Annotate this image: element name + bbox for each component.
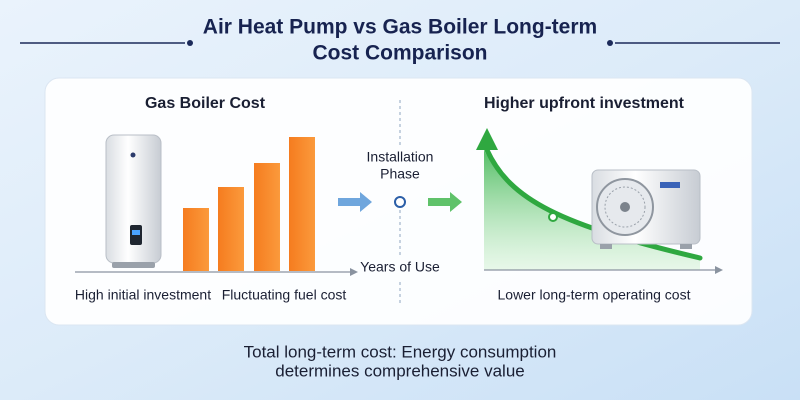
boiler-illustration (105, 134, 162, 268)
footer: determines comprehensive value (275, 361, 524, 380)
phase-label: Phase (380, 166, 420, 182)
phase-label: Installation (367, 149, 434, 165)
curve-marker (548, 212, 558, 222)
flow-arrow (428, 192, 462, 212)
cost-bar (183, 208, 209, 271)
cost-bar (289, 137, 315, 271)
footer: Total long-term cost: Energy consumption (244, 342, 557, 361)
cost-curve (484, 147, 703, 261)
cost-bar (218, 187, 244, 271)
axis-label: Years of Use (360, 259, 440, 275)
heat-pump-illustration (591, 169, 701, 249)
curve-arrow (476, 128, 498, 150)
axis-arrow (350, 268, 358, 276)
right-heading: Higher upfront investment (484, 95, 685, 112)
title: Cost Comparison (312, 42, 487, 65)
flow-arrow (338, 192, 372, 212)
left-heading: Gas Boiler Cost (145, 95, 266, 112)
phase-marker (394, 196, 406, 208)
cost-bar (254, 163, 280, 271)
left-label: High initial investment (75, 287, 211, 303)
axis-arrow (715, 266, 723, 274)
right-label: Lower long-term operating cost (498, 287, 691, 303)
cost-area (484, 150, 700, 270)
title-dot (607, 40, 613, 46)
left-label: Fluctuating fuel cost (222, 287, 347, 303)
title-dot (187, 40, 193, 46)
title: Air Heat Pump vs Gas Boiler Long-term (203, 16, 597, 39)
